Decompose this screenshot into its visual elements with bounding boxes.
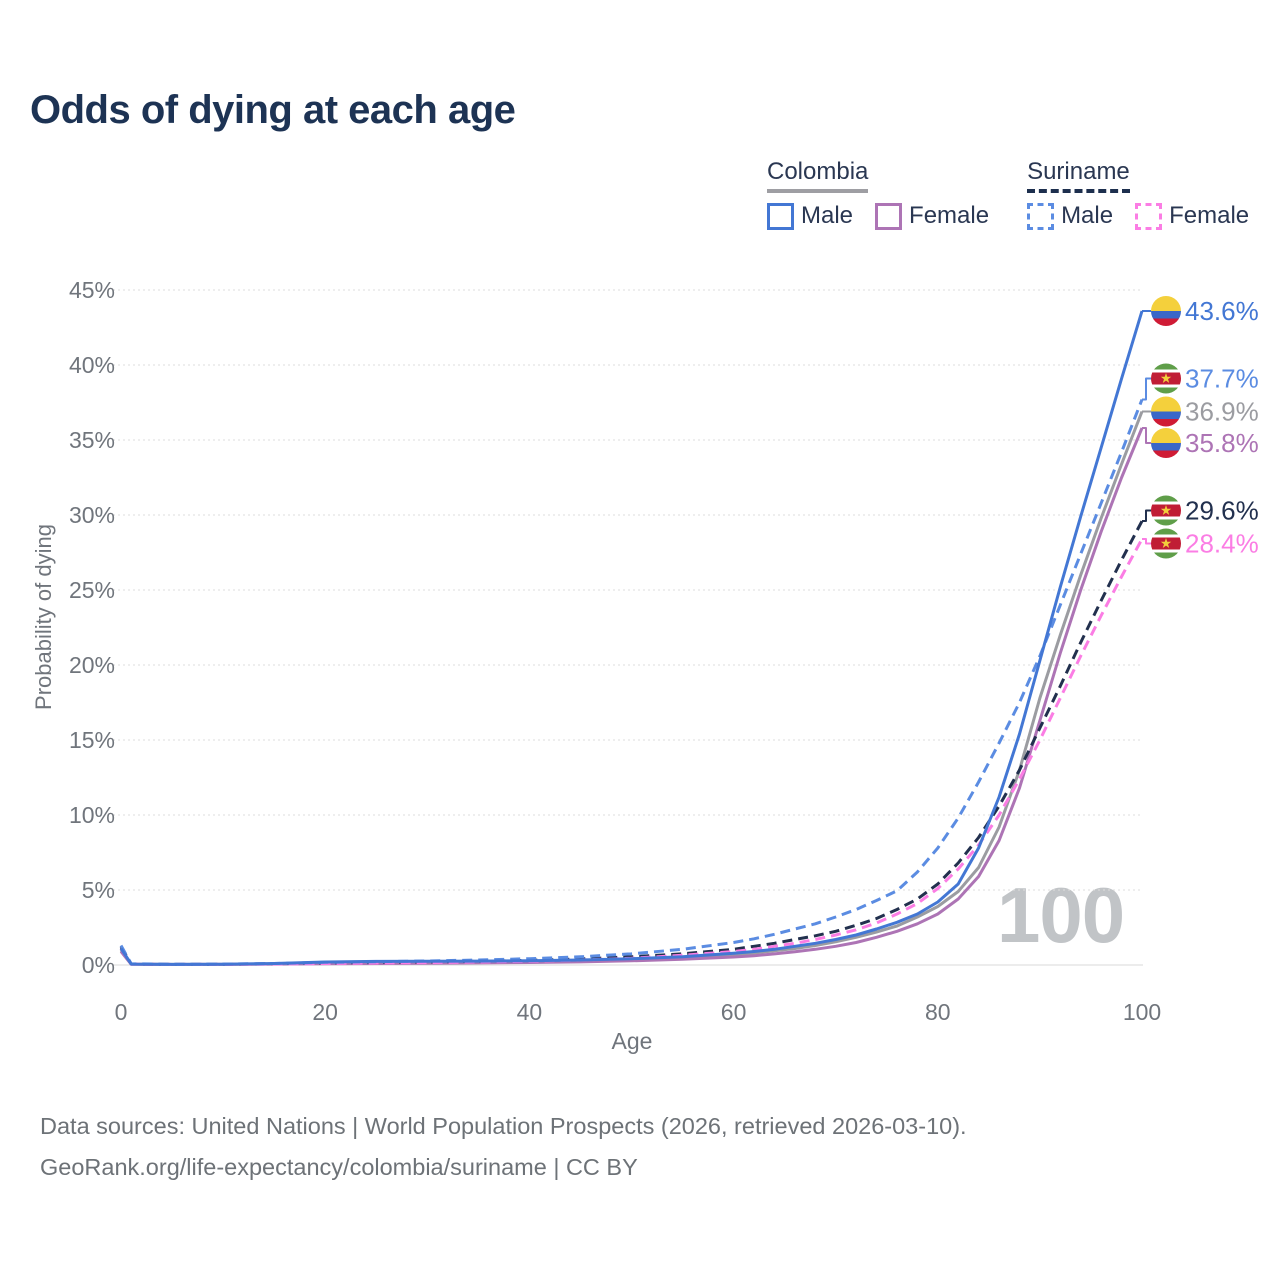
y-tick-35: 35% — [69, 427, 115, 453]
end-label-leader-suriname-combined — [1142, 509, 1151, 522]
y-tick-30: 30% — [69, 502, 115, 528]
series-line-suriname-female[interactable] — [119, 538, 1144, 966]
y-tick-0: 0% — [82, 952, 115, 978]
legend-group-colombia: Colombia Male Female — [767, 158, 989, 230]
end-label-colombia-male: 43.6% — [1185, 296, 1259, 326]
suriname-flag-icon — [1151, 529, 1181, 559]
colombia-flag-icon — [1151, 397, 1181, 427]
footer-attribution: GeoRank.org/life-expectancy/colombia/sur… — [40, 1154, 638, 1180]
colombia-flag-icon — [1151, 296, 1181, 326]
end-label-suriname-combined: 29.6% — [1185, 496, 1259, 526]
x-tick-60: 60 — [721, 999, 747, 1025]
series-line-suriname-combined[interactable] — [119, 520, 1144, 966]
suriname-flag-icon — [1151, 496, 1181, 526]
y-tick-5: 5% — [82, 877, 115, 903]
x-tick-100: 100 — [1123, 999, 1161, 1025]
x-tick-40: 40 — [517, 999, 543, 1025]
end-label-colombia-female: 35.8% — [1185, 428, 1259, 458]
end-label-suriname-male: 37.7% — [1185, 364, 1259, 394]
colombia-female-swatch-icon — [875, 202, 903, 230]
end-label-colombia-combined: 36.9% — [1185, 397, 1259, 427]
footer-data-sources: Data sources: United Nations | World Pop… — [40, 1113, 967, 1139]
end-label-leader-suriname-male — [1142, 377, 1151, 401]
legend-group-title-colombia[interactable]: Colombia — [767, 158, 869, 193]
x-axis-title: Age — [611, 1028, 653, 1054]
x-tick-20: 20 — [312, 999, 338, 1025]
suriname-flag-icon — [1151, 364, 1181, 394]
y-tick-15: 15% — [69, 727, 115, 753]
colombia-male-swatch-icon — [767, 202, 794, 230]
legend-item-colombia-female[interactable]: Female — [875, 202, 989, 230]
series-line-colombia-male[interactable] — [119, 310, 1144, 966]
series-line-colombia-female[interactable] — [119, 427, 1144, 966]
legend-group-title-suriname[interactable]: Suriname — [1027, 158, 1130, 193]
legend-item-label: Male — [1061, 202, 1114, 229]
legend-item-label: Female — [909, 202, 990, 229]
legend-item-label: Female — [1169, 202, 1250, 229]
colombia-flag-icon — [1151, 428, 1181, 458]
watermark: 100 — [997, 871, 1125, 959]
series-line-colombia-combined[interactable] — [119, 410, 1144, 966]
suriname-female-swatch-icon — [1135, 202, 1163, 230]
legend-item-label: Male — [801, 202, 854, 229]
legend: Colombia Male Female Suriname Male — [767, 158, 1249, 230]
series-line-suriname-male[interactable] — [119, 398, 1144, 966]
end-label-leader-suriname-female — [1142, 538, 1151, 545]
x-tick-0: 0 — [115, 999, 128, 1025]
y-tick-20: 20% — [69, 652, 115, 678]
y-tick-40: 40% — [69, 352, 115, 378]
legend-group-suriname: Suriname Male Female — [1027, 158, 1249, 230]
y-tick-25: 25% — [69, 577, 115, 603]
end-label-leader-colombia-female — [1142, 427, 1151, 444]
legend-item-suriname-female[interactable]: Female — [1135, 202, 1249, 230]
legend-item-suriname-male[interactable]: Male — [1027, 202, 1113, 230]
y-tick-10: 10% — [69, 802, 115, 828]
y-axis-title: Probability of dying — [31, 524, 56, 710]
y-tick-45: 45% — [69, 277, 115, 303]
suriname-male-swatch-icon — [1027, 202, 1055, 230]
end-label-suriname-female: 28.4% — [1185, 529, 1259, 559]
footer: Data sources: United Nations | World Pop… — [40, 1106, 967, 1188]
x-tick-80: 80 — [925, 999, 951, 1025]
legend-item-colombia-male[interactable]: Male — [767, 202, 853, 230]
page-title: Odds of dying at each age — [30, 88, 516, 132]
